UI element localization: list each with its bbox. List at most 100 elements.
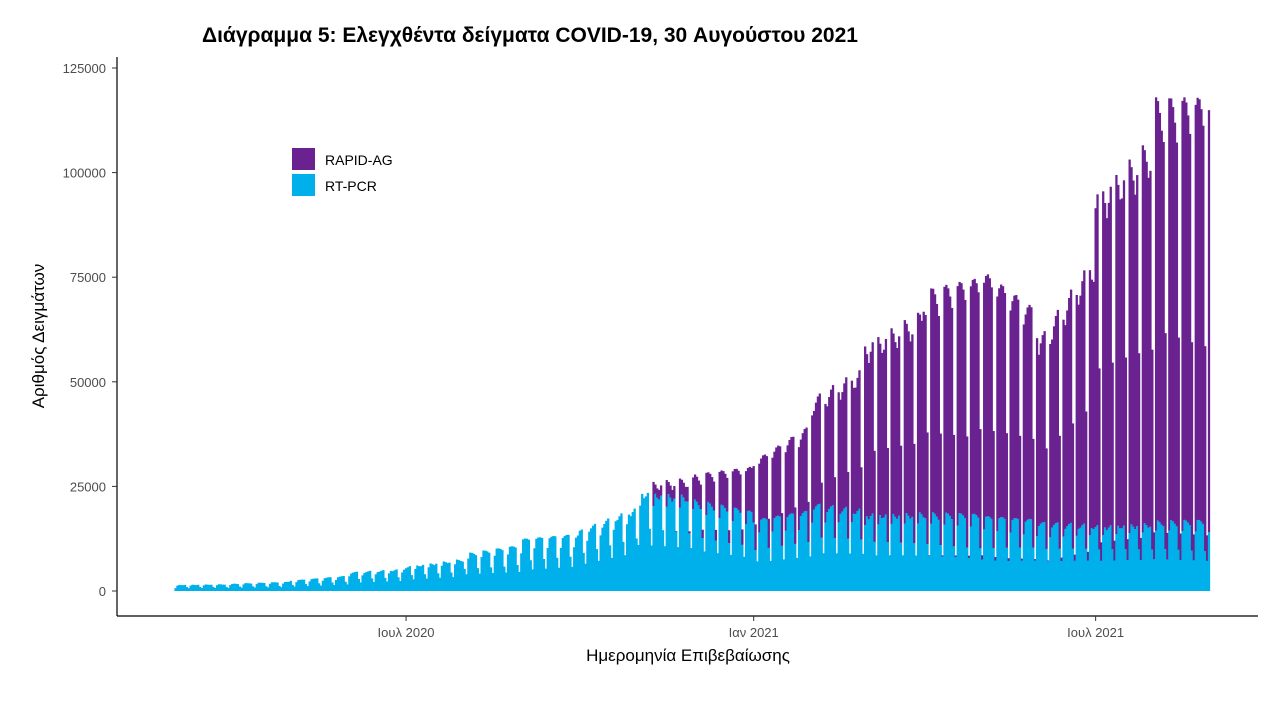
- bar-rt-pcr: [1111, 549, 1114, 591]
- bar-rt-pcr: [790, 513, 793, 591]
- bar-rapid-ag: [1154, 97, 1158, 531]
- bar-rt-pcr: [1171, 521, 1175, 591]
- bar-rt-pcr: [620, 513, 623, 591]
- bar-rt-pcr: [767, 547, 770, 591]
- bar-rapid-ag: [850, 380, 854, 523]
- bar-rapid-ag: [1054, 315, 1058, 524]
- bar-rt-pcr: [1205, 560, 1209, 591]
- bar-rt-pcr: [1207, 532, 1211, 591]
- bar-rt-pcr: [248, 583, 251, 591]
- bar-rt-pcr: [656, 497, 659, 591]
- bar-rt-pcr: [622, 541, 625, 591]
- bar-rapid-ag: [924, 315, 927, 519]
- bar-rapid-ag: [894, 342, 897, 517]
- bar-rapid-ag: [788, 440, 791, 515]
- bar-rt-pcr: [189, 585, 192, 591]
- bar-rt-pcr: [289, 580, 292, 591]
- bar-rapid-ag: [1158, 112, 1162, 523]
- bar-rt-pcr: [741, 544, 744, 591]
- bar-rt-pcr: [438, 577, 442, 591]
- bar-rt-pcr: [644, 496, 648, 591]
- bar-rapid-ag: [960, 283, 963, 514]
- bar-rapid-ag: [909, 341, 912, 519]
- bar-rt-pcr: [935, 516, 939, 591]
- bar-rt-pcr: [183, 584, 187, 591]
- bar-rt-pcr: [1196, 519, 1199, 591]
- bar-rt-pcr: [1092, 529, 1095, 591]
- bar-rt-pcr: [1120, 528, 1124, 591]
- bar-rt-pcr: [886, 542, 889, 591]
- bar-rt-pcr: [848, 553, 852, 591]
- bar-rt-pcr: [659, 495, 663, 591]
- bar-rapid-ag: [1017, 299, 1020, 519]
- bar-rt-pcr: [811, 522, 814, 591]
- bar-rt-pcr: [1153, 559, 1156, 591]
- bar-rapid-ag: [994, 556, 997, 561]
- bar-rt-pcr: [569, 556, 572, 591]
- bar-rt-pcr: [391, 571, 394, 591]
- bar-rt-pcr: [249, 583, 253, 591]
- bar-rt-pcr: [431, 564, 434, 591]
- bar-rt-pcr: [1192, 560, 1196, 591]
- bar-rapid-ag: [881, 352, 884, 519]
- bar-rt-pcr: [384, 577, 387, 591]
- bar-rapid-ag: [935, 303, 939, 517]
- bar-rapid-ag: [1139, 537, 1143, 561]
- bar-rapid-ag: [1181, 100, 1184, 531]
- bar-rt-pcr: [331, 582, 334, 591]
- bar-rt-pcr: [627, 514, 631, 591]
- bar-rt-pcr: [212, 586, 215, 591]
- bar-rt-pcr: [503, 566, 506, 591]
- bar-rt-pcr: [180, 585, 183, 591]
- bar-rt-pcr: [608, 545, 612, 591]
- bar-rapid-ag: [979, 429, 982, 549]
- bar-rt-pcr: [850, 522, 854, 591]
- bar-rt-pcr: [397, 577, 400, 591]
- bar-rt-pcr: [276, 582, 279, 591]
- bar-rt-pcr: [429, 563, 432, 591]
- bar-rt-pcr: [877, 524, 880, 591]
- bar-rapid-ag: [899, 445, 903, 543]
- bar-rt-pcr: [684, 501, 687, 591]
- bar-rt-pcr: [523, 538, 527, 591]
- bar-rapid-ag: [1066, 310, 1069, 527]
- bar-rt-pcr: [576, 535, 580, 591]
- bar-rapid-ag: [1109, 186, 1112, 526]
- bar-rt-pcr: [476, 568, 479, 591]
- bar-rt-pcr: [599, 535, 602, 591]
- bar-rt-pcr: [941, 556, 944, 591]
- bar-rapid-ag: [1068, 297, 1071, 525]
- bar-rapid-ag: [933, 294, 937, 514]
- bar-rt-pcr: [701, 538, 704, 591]
- bar-rt-pcr: [270, 582, 274, 591]
- bar-rt-pcr: [843, 508, 846, 591]
- bar-rt-pcr: [493, 555, 496, 591]
- bar-rt-pcr: [573, 547, 576, 591]
- bar-rt-pcr: [204, 584, 207, 591]
- bar-rt-pcr: [943, 524, 946, 591]
- bar-rt-pcr: [340, 576, 343, 591]
- bar-rt-pcr: [499, 548, 502, 591]
- bar-rapid-ag: [932, 288, 935, 513]
- bar-rapid-ag: [780, 513, 784, 546]
- bar-rt-pcr: [255, 584, 258, 591]
- bar-rt-pcr: [724, 508, 727, 591]
- bar-rt-pcr: [727, 543, 731, 591]
- bar-rt-pcr: [350, 573, 353, 591]
- bar-rt-pcr: [412, 579, 415, 591]
- bar-rt-pcr: [703, 551, 706, 591]
- bar-rapid-ag: [1111, 362, 1114, 550]
- bar-rt-pcr: [488, 552, 491, 591]
- bar-rt-pcr: [864, 525, 867, 591]
- bar-rapid-ag: [1164, 333, 1167, 550]
- bar-rapid-ag: [1153, 532, 1156, 560]
- bar-rt-pcr: [1001, 517, 1005, 591]
- bar-rapid-ag: [739, 474, 742, 513]
- bar-rt-pcr: [879, 515, 882, 591]
- legend-swatch-rapid-ag: [292, 148, 315, 170]
- bar-rapid-ag: [712, 481, 716, 511]
- bar-rt-pcr: [1081, 525, 1084, 591]
- bar-rt-pcr: [1149, 526, 1152, 591]
- bar-rt-pcr: [348, 576, 351, 591]
